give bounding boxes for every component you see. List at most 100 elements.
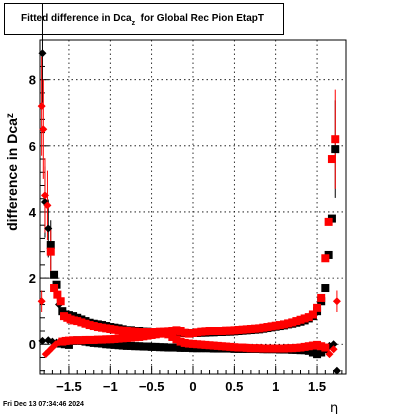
red-marker [135,332,144,341]
black-marker [189,344,197,353]
red-marker [37,297,46,306]
red-marker [213,341,222,350]
red-marker [193,340,202,349]
red-marker [251,344,260,353]
red-marker [317,342,326,351]
x-axis-label: η [330,401,338,414]
black-marker [131,342,140,351]
red-marker [176,337,185,346]
black-marker [147,342,156,351]
y-tick-label: 2 [29,271,36,286]
red-marker [39,125,48,134]
black-marker [184,343,193,352]
red-marker [93,323,102,332]
red-marker [126,327,135,336]
axis-ticks [40,52,343,374]
red-marker [213,327,222,336]
red-marker [238,343,247,352]
red-marker [106,325,115,334]
red-marker [114,326,123,335]
red-marker [304,342,313,351]
black-marker [110,340,119,349]
red-marker [73,336,82,345]
black-marker [331,145,340,154]
red-marker [327,155,336,164]
red-marker [313,303,322,312]
red-marker [102,335,111,344]
red-marker [267,322,276,331]
y-tick-label: 0 [29,337,36,352]
red-marker [98,335,107,344]
chart-title: Fitted difference in Dcaz for Global Rec… [21,13,264,27]
black-marker [304,346,313,355]
red-marker [118,334,127,343]
black-marker [308,348,317,357]
red-marker [263,344,272,353]
red-marker [85,321,94,330]
red-marker [234,343,243,352]
red-marker [98,323,107,332]
red-marker [246,344,255,353]
black-marker [332,366,341,375]
timestamp: Fri Dec 13 07:34:46 2024 [3,401,84,408]
red-marker [201,340,210,349]
red-marker [255,344,264,353]
black-marker [106,340,115,349]
red-marker [77,318,86,327]
red-marker [267,344,276,353]
y-tick-label: 4 [29,205,37,220]
red-marker [131,333,140,342]
red-marker [37,102,46,111]
red-marker [246,325,255,334]
x-tick-label: −0.5 [139,379,165,394]
red-marker [205,327,214,336]
red-marker [160,328,169,337]
y-axis-label: difference in Dcaz [4,113,20,231]
red-marker [189,339,197,348]
red-marker [168,332,177,341]
red-marker [122,327,131,336]
red-marker [189,328,197,337]
x-tick-label: 1 [272,379,279,394]
red-marker [313,340,322,349]
red-marker [73,317,82,326]
red-marker [135,328,144,337]
red-marker [168,327,177,336]
red-marker [164,330,173,339]
red-marker [184,339,193,348]
red-marker [317,293,326,302]
red-marker [110,325,119,334]
black-marker [118,341,127,350]
red-marker [296,315,305,324]
x-tick-label: 1.5 [308,379,326,394]
red-marker [332,297,341,306]
red-marker [230,326,239,335]
chart-title-box: Fitted difference in Dcaz for Global Rec… [4,3,284,35]
red-marker [304,313,313,322]
red-marker [106,335,115,344]
red-marker [251,324,260,333]
black-marker [155,343,164,352]
black-marker [122,341,131,350]
black-marker [46,241,55,250]
red-marker [300,314,309,323]
red-marker [40,191,49,200]
red-marker [226,326,235,335]
red-marker [217,327,226,336]
black-marker [172,343,181,352]
red-marker [143,331,152,340]
black-marker [139,342,148,351]
red-marker [201,327,210,336]
red-marker [77,336,86,345]
black-marker [102,340,111,349]
red-marker [271,321,280,330]
y-tick-label: 8 [29,73,36,88]
red-marker [114,334,123,343]
title-rest: for Global Rec Pion EtapT [135,13,264,24]
red-marker [324,217,333,226]
red-marker [255,324,264,333]
red-marker [176,327,185,336]
red-marker [85,335,94,344]
red-marker [296,343,305,352]
